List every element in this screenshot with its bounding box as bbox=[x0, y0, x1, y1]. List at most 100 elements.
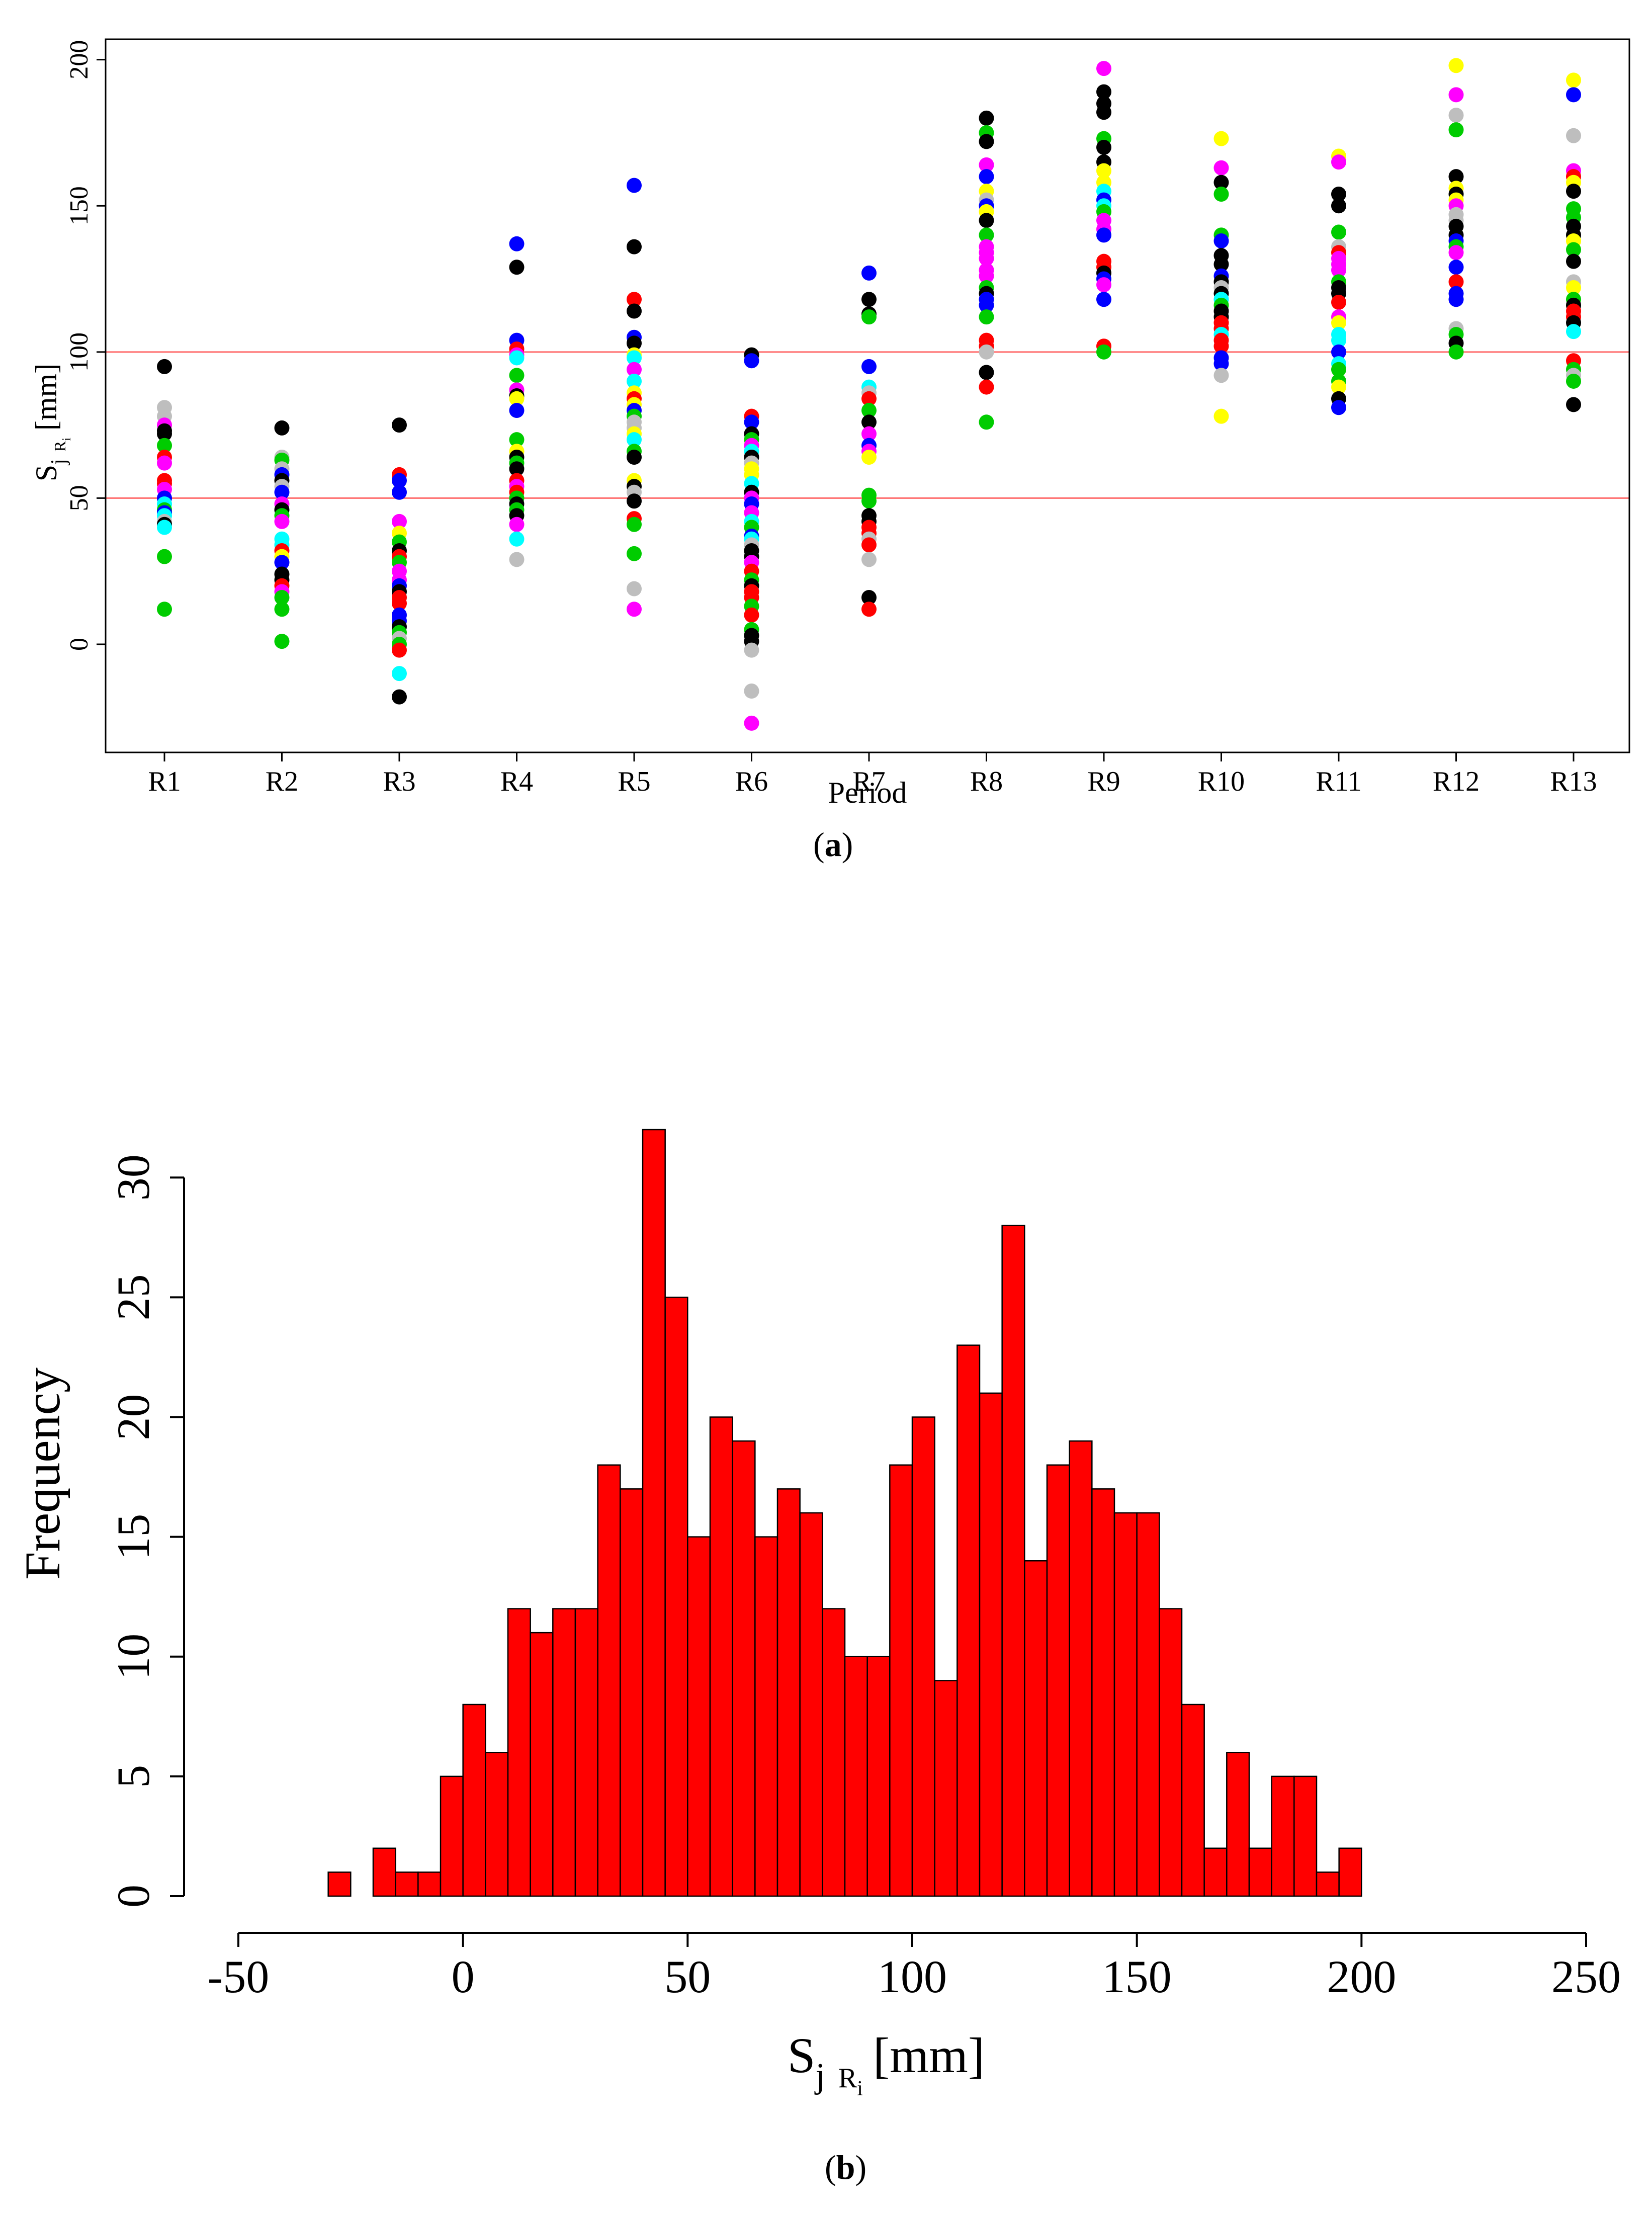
data-point bbox=[1566, 253, 1581, 269]
histogram-bar bbox=[372, 1847, 396, 1897]
data-point bbox=[979, 379, 994, 395]
histogram-bar bbox=[709, 1416, 733, 1897]
data-point bbox=[509, 368, 525, 383]
histogram-bar bbox=[597, 1464, 621, 1897]
data-point bbox=[1331, 224, 1346, 240]
histogram-bar bbox=[395, 1871, 419, 1897]
data-point bbox=[1096, 344, 1111, 360]
histogram-bar bbox=[1091, 1488, 1115, 1897]
data-point bbox=[1331, 263, 1346, 278]
y-tick-label: 50 bbox=[65, 485, 94, 511]
histogram-bar bbox=[822, 1608, 846, 1897]
data-point bbox=[157, 455, 172, 471]
histogram-bar bbox=[1069, 1440, 1093, 1897]
data-point bbox=[744, 683, 759, 699]
data-point bbox=[274, 514, 290, 529]
x-tick-label: 200 bbox=[1327, 1951, 1396, 2002]
data-point bbox=[1096, 277, 1111, 293]
histogram-bar bbox=[934, 1680, 958, 1897]
x-tick-label: R6 bbox=[735, 766, 768, 797]
x-tick-label: R7 bbox=[852, 766, 885, 797]
histogram-bar bbox=[1203, 1847, 1228, 1897]
data-point bbox=[861, 265, 877, 281]
data-point bbox=[861, 391, 877, 406]
data-point bbox=[274, 634, 290, 649]
data-point bbox=[1213, 368, 1229, 383]
data-point bbox=[627, 493, 642, 509]
data-point bbox=[1566, 324, 1581, 339]
y-tick-label: 10 bbox=[108, 1634, 159, 1680]
data-point bbox=[274, 589, 290, 605]
data-point bbox=[1331, 315, 1346, 330]
data-point bbox=[744, 607, 759, 623]
data-point bbox=[1213, 175, 1229, 190]
data-point bbox=[1331, 362, 1346, 377]
histogram-bar bbox=[574, 1608, 598, 1897]
x-axis-ticks: R1 R2 R3 R4 R5 R6 R7 R8 R9 R10 R11 R12 R13 bbox=[148, 752, 1597, 797]
data-point bbox=[1096, 84, 1111, 100]
x-tick-label: R11 bbox=[1316, 766, 1361, 797]
data-point bbox=[1213, 257, 1229, 272]
data-point bbox=[861, 426, 877, 442]
x-axis-label: Period bbox=[828, 776, 907, 809]
data-point bbox=[509, 552, 525, 567]
data-point bbox=[509, 432, 525, 448]
data-point bbox=[1448, 344, 1464, 360]
x-tick-label: 50 bbox=[664, 1951, 711, 2002]
x-tick-label: 0 bbox=[452, 1951, 475, 2002]
data-point bbox=[1331, 295, 1346, 310]
histogram-bar bbox=[620, 1488, 644, 1897]
histogram-bar bbox=[1316, 1871, 1340, 1897]
data-point bbox=[157, 359, 172, 374]
histogram-bar bbox=[732, 1440, 756, 1897]
data-point bbox=[861, 602, 877, 617]
data-point bbox=[1213, 338, 1229, 354]
data-point bbox=[1331, 344, 1346, 360]
data-point bbox=[627, 335, 642, 351]
data-point bbox=[979, 309, 994, 325]
data-point bbox=[627, 450, 642, 465]
data-point bbox=[1096, 163, 1111, 179]
data-point bbox=[979, 169, 994, 185]
data-point bbox=[979, 268, 994, 284]
data-point bbox=[1331, 187, 1346, 202]
histogram-bar bbox=[1136, 1512, 1160, 1897]
y-tick-label: 20 bbox=[108, 1394, 159, 1440]
data-point bbox=[1331, 332, 1346, 348]
data-point bbox=[1448, 169, 1464, 185]
histogram-bar bbox=[1113, 1512, 1138, 1897]
data-point bbox=[1566, 397, 1581, 412]
data-point bbox=[861, 552, 877, 567]
data-point bbox=[979, 134, 994, 149]
data-point bbox=[861, 359, 877, 374]
histogram-bar bbox=[664, 1297, 688, 1897]
y-tick-label: 200 bbox=[65, 40, 94, 79]
histogram-bars bbox=[327, 1129, 1362, 1897]
data-point bbox=[274, 555, 290, 570]
scatter-chart: R1 R2 R3 R4 R5 R6 R7 R8 R9 R10 R11 R12 R13 0 50 100 150… bbox=[30, 38, 1630, 809]
data-point bbox=[392, 595, 407, 611]
data-point bbox=[861, 589, 877, 605]
data-point bbox=[509, 517, 525, 532]
y-tick-label: 0 bbox=[108, 1885, 159, 1908]
data-point bbox=[744, 353, 759, 369]
histogram-bar bbox=[776, 1488, 801, 1897]
data-point bbox=[979, 414, 994, 430]
data-point bbox=[1566, 87, 1581, 103]
histogram-bar bbox=[911, 1416, 935, 1897]
data-point bbox=[627, 362, 642, 377]
histogram-bar bbox=[1159, 1608, 1183, 1897]
x-tick-label: R10 bbox=[1198, 766, 1245, 797]
data-point bbox=[1566, 72, 1581, 88]
data-point bbox=[1096, 227, 1111, 243]
histogram-bar bbox=[866, 1656, 891, 1897]
data-point bbox=[979, 344, 994, 360]
data-point bbox=[979, 213, 994, 228]
histogram-bar bbox=[1046, 1464, 1070, 1897]
x-tick-label: R2 bbox=[266, 766, 298, 797]
data-point bbox=[1448, 87, 1464, 103]
data-point bbox=[1213, 408, 1229, 424]
data-point bbox=[979, 227, 994, 243]
panel-b-label: (b) bbox=[825, 2148, 867, 2186]
data-point bbox=[1448, 245, 1464, 261]
